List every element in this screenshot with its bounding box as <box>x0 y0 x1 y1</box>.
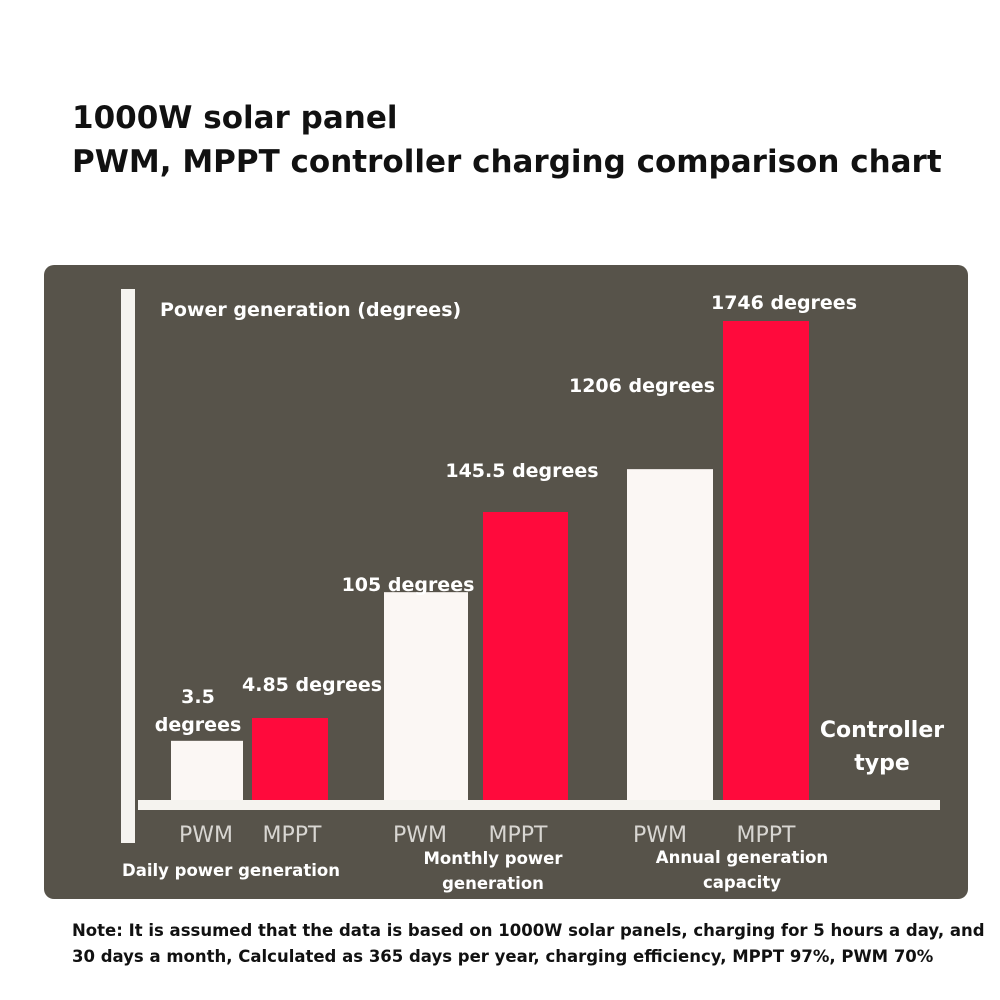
title-line-2: PWM, MPPT controller charging comparison… <box>72 144 942 180</box>
x-axis <box>138 800 940 810</box>
group-label: generation <box>442 874 544 893</box>
y-axis <box>121 289 135 843</box>
y-axis-label: Power generation (degrees) <box>160 299 461 321</box>
bar-pwm-group-3 <box>627 469 713 800</box>
chart-note: Note: It is assumed that the data is bas… <box>72 918 985 970</box>
chart-panel: Power generation (degrees) Controller type… <box>44 265 968 899</box>
group-label: capacity <box>703 873 781 892</box>
group-label: Daily power generation <box>122 861 340 880</box>
bar-mppt-group-2 <box>483 512 568 800</box>
note-line-1: Note: It is assumed that the data is bas… <box>72 921 985 940</box>
bar-value-label: 145.5 degrees <box>445 460 598 482</box>
group-label: Monthly power <box>423 849 563 868</box>
group-label: Annual generation <box>656 848 828 867</box>
bar-value-label: degrees <box>155 714 242 736</box>
bar-value-label: 3.5 <box>181 686 215 708</box>
x-axis-label-line-2: type <box>854 751 910 776</box>
note-line-2: 30 days a month, Calculated as 365 days … <box>72 947 934 966</box>
x-tick-label: PWM <box>633 823 687 848</box>
bar-pwm-group-2 <box>384 592 468 800</box>
bar-chart: Power generation (degrees) Controller type… <box>121 289 944 893</box>
bar-mppt-group-3 <box>723 321 809 800</box>
chart-title: 1000W solar panel PWM, MPPT controller c… <box>72 96 942 184</box>
title-line-1: 1000W solar panel <box>72 100 398 136</box>
x-tick-label: MPPT <box>737 823 797 848</box>
x-axis-label-line-1: Controller <box>820 718 944 743</box>
bar-value-label: 105 degrees <box>342 574 475 596</box>
x-tick-label: MPPT <box>263 823 323 848</box>
x-tick-label: PWM <box>179 823 233 848</box>
bar-value-label: 4.85 degrees <box>242 674 382 696</box>
x-tick-label: PWM <box>393 823 447 848</box>
x-tick-label: MPPT <box>489 823 549 848</box>
bar-value-label: 1206 degrees <box>569 375 715 397</box>
bar-mppt-group-1 <box>252 718 328 800</box>
bar-pwm-group-1 <box>171 740 243 800</box>
bar-value-label: 1746 degrees <box>711 292 857 314</box>
